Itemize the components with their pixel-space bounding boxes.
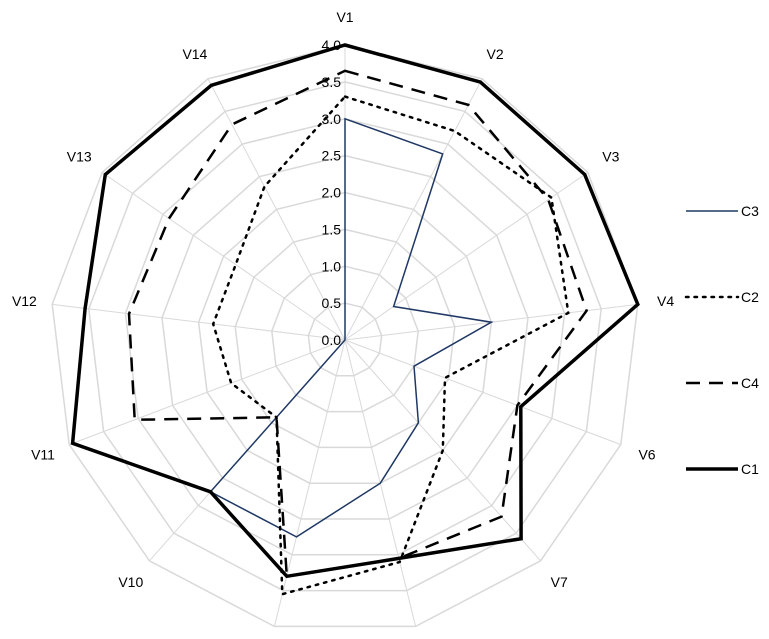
category-label-v6: V6 (638, 447, 655, 463)
grid-ring-4 (197, 191, 493, 484)
category-label-v12: V12 (12, 293, 37, 309)
category-label-v1: V1 (336, 9, 353, 25)
category-label-v14: V14 (182, 46, 207, 62)
tick-label: 2.5 (322, 148, 342, 164)
grid-ring-5 (161, 154, 529, 520)
radial-tick-labels: 0.0 0.5 1.0 1.5 2.0 2.5 3.0 3.5 4.0 (322, 37, 342, 348)
tick-label: 0.5 (322, 295, 342, 311)
category-label-v2: V2 (487, 46, 504, 62)
category-label-v3: V3 (602, 149, 619, 165)
series-c2-line (211, 95, 570, 596)
series-c4-line (127, 69, 588, 578)
radar-grid (51, 44, 639, 628)
tick-label: 0.0 (322, 332, 342, 348)
spoke-v14 (207, 78, 346, 341)
grid-ring-7 (88, 81, 602, 592)
tick-label: 3.5 (322, 74, 342, 90)
grid-ring-3 (234, 228, 456, 449)
grid-ring-1 (307, 302, 383, 377)
legend: C3 C2 C4 C1 (684, 203, 759, 477)
grid-ring-8 (51, 44, 639, 628)
legend-label-c4: C4 (741, 375, 759, 391)
grid-ring-2 (271, 265, 419, 413)
legend-label-c2: C2 (741, 289, 759, 305)
category-label-v10: V10 (118, 574, 143, 590)
spoke-v3 (344, 171, 589, 341)
tick-label: 3.0 (322, 111, 342, 127)
spoke-v2 (344, 78, 483, 341)
tick-label: 1.5 (322, 221, 342, 237)
series-layer (70, 43, 640, 596)
series-c1-line (70, 43, 640, 579)
tick-label: 4.0 (322, 37, 342, 53)
tick-label: 2.0 (322, 185, 342, 201)
tick-label: 1.0 (322, 258, 342, 274)
spoke-v6 (344, 339, 621, 446)
spoke-v12 (52, 303, 346, 341)
category-label-v4: V4 (657, 293, 674, 309)
legend-label-c3: C3 (741, 203, 759, 219)
category-label-v7: V7 (551, 574, 568, 590)
spoke-v11 (69, 339, 346, 446)
grid-ring-6 (124, 118, 566, 556)
category-label-v11: V11 (31, 447, 55, 463)
spoke-v9 (273, 339, 346, 627)
category-label-v13: V13 (67, 149, 92, 165)
series-c3-line (209, 117, 494, 538)
spoke-v13 (101, 171, 346, 341)
legend-label-c1: C1 (741, 461, 759, 477)
category-labels: V1V2V3V4V6V7V8V9V10V11V12V13V14 (12, 9, 674, 590)
